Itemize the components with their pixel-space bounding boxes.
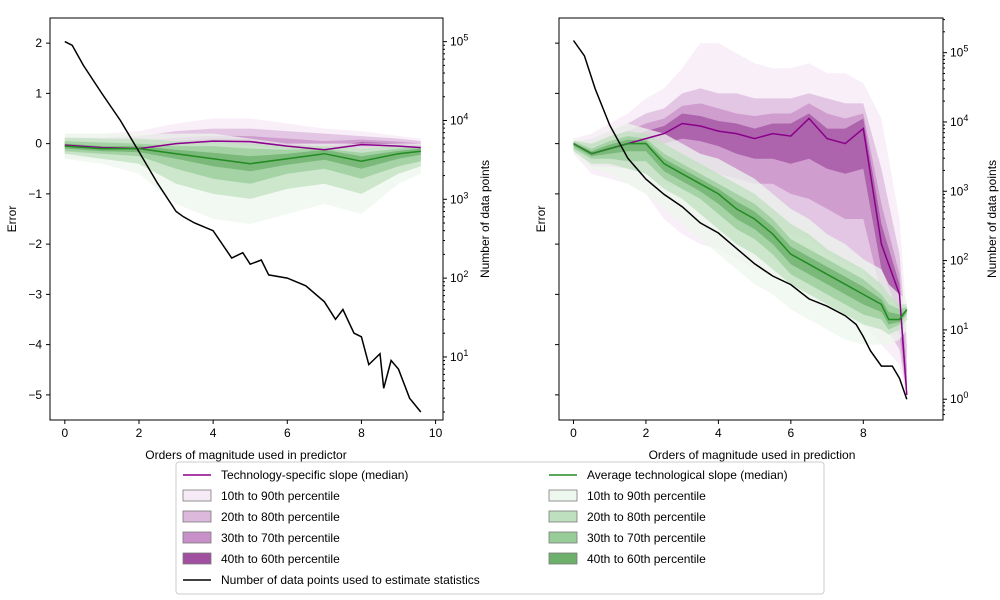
y2-tick-label: 103 (450, 190, 468, 206)
left-line-layer (64, 40, 422, 413)
average-band-p40-p60 (573, 139, 907, 325)
y-tick-label: −5 (28, 388, 42, 402)
right-y-ticks (555, 42, 559, 396)
x-tick-label: 8 (860, 426, 867, 440)
y2-tick-label: 102 (950, 252, 968, 268)
left-y-axis-label: Error (5, 206, 19, 233)
left-plot-frame (49, 17, 444, 421)
y-tick-label: −1 (28, 187, 42, 201)
legend-label: Technology-specific slope (median) (221, 468, 408, 482)
legend-patch-swatch (548, 531, 578, 544)
data-count-line (64, 40, 422, 413)
left-x-ticks: 0 2 4 6 8 10 (61, 420, 443, 440)
legend-left-column: Technology-specific slope (median) 10th t… (182, 468, 480, 587)
legend-label: 40th to 60th percentile (221, 552, 340, 566)
right-y2-axis-label: Number of data points (985, 160, 999, 278)
data-count-line (572, 40, 908, 400)
legend-label: 40th to 60th percentile (587, 552, 706, 566)
y2-tick-label: 103 (950, 182, 968, 198)
right-line-layer (572, 40, 908, 400)
x-tick-label: 4 (210, 426, 217, 440)
right-x-axis-label: Orders of magnitude used in prediction (649, 448, 856, 462)
y2-tick-label: 101 (450, 348, 468, 364)
legend: Technology-specific slope (median) 10th t… (175, 461, 825, 595)
legend-patch-swatch (182, 552, 212, 565)
legend-right-column: Average technological slope (median) 10th… (548, 468, 788, 566)
y-tick-label: 2 (35, 36, 42, 50)
legend-label: 30th to 70th percentile (221, 531, 340, 545)
average-median-line (64, 145, 421, 165)
legend-frame (175, 461, 825, 595)
legend-label: 20th to 80th percentile (221, 510, 340, 524)
legend-label: Average technological slope (median) (587, 468, 788, 482)
x-tick-label: 0 (61, 426, 68, 440)
legend-patch-swatch (548, 489, 578, 502)
specific-median-line (573, 117, 908, 395)
legend-label: 10th to 90th percentile (221, 489, 340, 503)
y-tick-label: −4 (28, 338, 42, 352)
right-band-layer (573, 43, 907, 395)
x-tick-label: 10 (429, 426, 443, 440)
x-tick-label: 2 (643, 426, 650, 440)
specific-band-p30-p70 (573, 103, 907, 395)
y2-tick-label: 101 (950, 321, 968, 337)
average-median-line (573, 142, 908, 321)
legend-patch-swatch (182, 489, 212, 502)
right-x-ticks: 0 2 4 6 8 (570, 420, 867, 440)
y2-tick-label: 105 (450, 33, 468, 49)
x-tick-label: 4 (715, 426, 722, 440)
legend-label: 30th to 70th percentile (587, 531, 706, 545)
left-y2-ticks: 101 102 103 104 105 (443, 33, 468, 413)
legend-label: Number of data points used to estimate s… (221, 573, 480, 587)
left-y2-axis-label: Number of data points (478, 160, 492, 278)
y2-tick-label: 100 (950, 390, 968, 406)
y2-tick-label: 102 (450, 269, 468, 285)
x-tick-label: 0 (570, 426, 577, 440)
x-tick-label: 6 (284, 426, 291, 440)
left-x-axis-label: Orders of magnitude used in predictor (145, 448, 346, 462)
x-tick-label: 6 (788, 426, 795, 440)
right-y2-ticks: 100 101 102 103 104 105 (943, 19, 968, 416)
legend-patch-swatch (548, 552, 578, 565)
y-tick-label: 0 (35, 137, 42, 151)
legend-label: 10th to 90th percentile (587, 489, 706, 503)
y2-tick-label: 104 (950, 113, 968, 129)
legend-patch-swatch (548, 510, 578, 523)
legend-patch-swatch (182, 510, 212, 523)
y-tick-label: −2 (28, 237, 42, 251)
y2-tick-label: 105 (950, 44, 968, 60)
right-panel: 0 2 4 6 8 100 101 102 103 104 105 Orders of magni… (534, 17, 999, 462)
y-tick-label: 1 (35, 86, 42, 100)
y2-tick-label: 104 (450, 111, 468, 127)
legend-label: 20th to 80th percentile (587, 510, 706, 524)
x-tick-label: 8 (358, 426, 365, 440)
left-band-layer (64, 118, 421, 224)
legend-patch-swatch (182, 531, 212, 544)
right-y-axis-label: Error (534, 206, 548, 233)
x-tick-label: 2 (136, 426, 143, 440)
y-tick-label: −3 (28, 287, 42, 301)
left-y-ticks: 2 1 0 −1 −2 −3 −4 −5 (28, 36, 50, 402)
